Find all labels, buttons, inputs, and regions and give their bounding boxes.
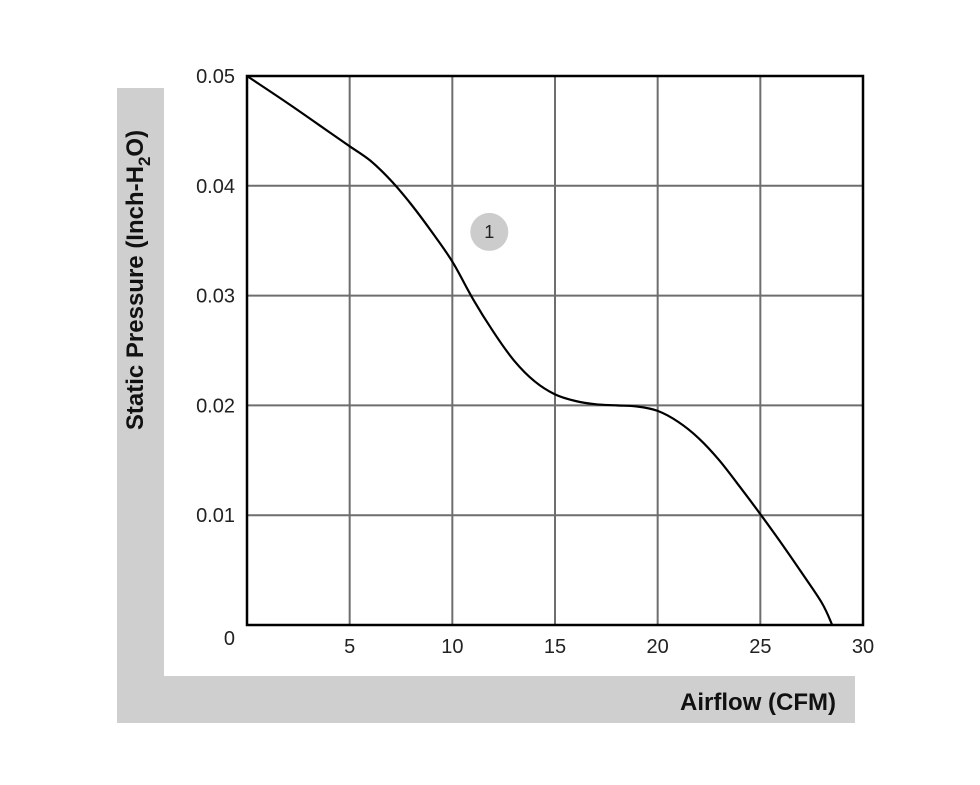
curve-marker-circle <box>470 212 509 251</box>
annotations: 1 <box>470 212 509 251</box>
y-tick-labels: 0.01 0.02 0.03 0.04 0.05 <box>196 66 235 527</box>
y-axis-title-part-1: Static Pressure (Inch-H <box>122 166 149 430</box>
y-axis-title: Static Pressure (Inch-H2O) <box>122 130 154 430</box>
x-tick-label: 5 <box>344 636 355 658</box>
x-tick-label: 10 <box>441 636 463 658</box>
x-tick-label: 15 <box>544 636 566 658</box>
x-tick-label: 20 <box>647 636 669 658</box>
y-tick-label: 0.03 <box>196 286 235 308</box>
grid <box>247 76 863 625</box>
x-axis-title: Airflow (CFM) <box>680 689 836 716</box>
pressure-airflow-curve <box>246 75 834 626</box>
y-tick-label: 0.02 <box>196 395 235 417</box>
frame-band-left <box>117 88 164 723</box>
frame-band-bottom <box>117 676 855 723</box>
y-axis-title-subscript: 2 <box>135 157 154 166</box>
y-tick-label: 0.04 <box>196 176 235 198</box>
y-axis-title-part-2: O) <box>122 130 149 157</box>
plot-frame <box>245 74 865 627</box>
x-tick-label: 30 <box>852 636 874 658</box>
x-tick-label: 25 <box>749 636 771 658</box>
x-tick-label: 0 <box>224 628 235 650</box>
curve-marker-label: 1 <box>484 222 494 242</box>
y-tick-label: 0.05 <box>196 66 235 88</box>
x-tick-labels: 0 5 10 15 20 25 30 <box>224 628 874 658</box>
y-tick-label: 0.01 <box>196 505 235 527</box>
